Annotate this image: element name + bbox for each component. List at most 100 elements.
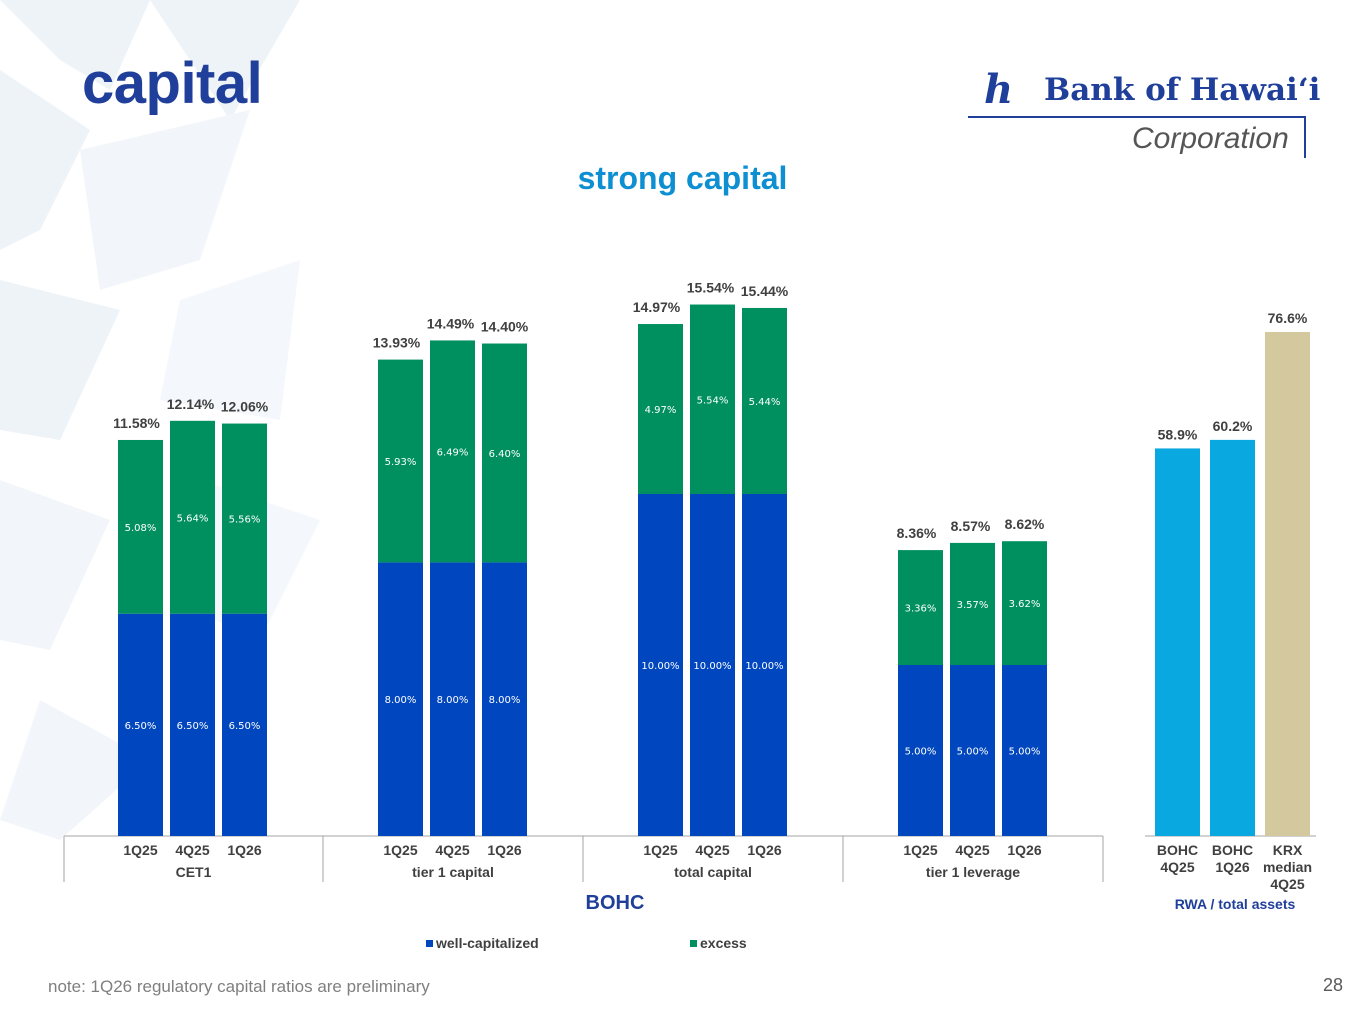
bar-well-capitalized-tier-1-leverage-1Q25 — [898, 665, 943, 836]
total-label-tier-1-capital-4Q25: 14.49% — [427, 315, 475, 331]
bar-excess-CET1-4Q25 — [170, 420, 215, 614]
tick-label-tier-1-leverage-4Q25: 4Q25 — [955, 842, 989, 858]
bar-excess-tier-1-capital-1Q26 — [482, 343, 527, 563]
rwa-value-label-BOHC-4Q25: 58.9% — [1158, 426, 1198, 442]
bar-excess-total-capital-1Q25 — [638, 324, 683, 494]
bar-well-capitalized-total-capital-4Q25 — [690, 494, 735, 836]
total-label-total-capital-4Q25: 15.54% — [687, 280, 735, 296]
tick-label-CET1-1Q25: 1Q25 — [123, 842, 157, 858]
bar-excess-CET1-1Q26 — [222, 423, 267, 614]
bar-excess-tier-1-leverage-1Q26 — [1002, 541, 1047, 665]
bar-excess-CET1-1Q25 — [118, 439, 163, 614]
bar-well-capitalized-tier-1-leverage-1Q26 — [1002, 665, 1047, 836]
group-label-total-capital: total capital — [674, 864, 752, 880]
bar-well-capitalized-CET1-1Q25 — [118, 613, 163, 836]
bar-excess-tier-1-leverage-1Q25 — [898, 550, 943, 665]
total-label-CET1-4Q25: 12.14% — [167, 396, 215, 412]
total-label-total-capital-1Q26: 15.44% — [741, 283, 789, 299]
total-label-tier-1-leverage-1Q26: 8.62% — [1005, 516, 1045, 532]
legend-label-well-capitalized: well-capitalized — [436, 935, 539, 951]
logo-mark-icon: h — [984, 66, 1014, 113]
data-label-excess-total-capital-1Q26: 5.44% — [749, 397, 781, 408]
data-label-excess-tier-1-leverage-4Q25: 3.57% — [957, 600, 989, 611]
data-label-excess-CET1-4Q25: 5.64% — [177, 513, 209, 524]
legend-excess: excess — [690, 935, 747, 951]
bar-well-capitalized-CET1-4Q25 — [170, 613, 215, 836]
tick-label-tier-1-capital-4Q25: 4Q25 — [435, 842, 469, 858]
tick-label-tier-1-leverage-1Q26: 1Q26 — [1007, 842, 1041, 858]
group-label-CET1: CET1 — [176, 864, 212, 880]
tick-label-CET1-4Q25: 4Q25 — [175, 842, 209, 858]
data-label-excess-tier-1-capital-4Q25: 6.49% — [437, 447, 469, 458]
bar-excess-tier-1-capital-1Q25 — [378, 359, 423, 563]
tick-label-CET1-1Q26: 1Q26 — [227, 842, 261, 858]
rwa-value-label-BOHC-1Q26: 60.2% — [1213, 418, 1253, 434]
legend-swatch-excess — [690, 939, 697, 947]
bar-excess-tier-1-capital-4Q25 — [430, 340, 475, 563]
data-label-excess-tier-1-leverage-1Q25: 3.36% — [905, 604, 937, 615]
bar-well-capitalized-tier-1-capital-1Q25 — [378, 562, 423, 836]
tick-label-tier-1-leverage-1Q25: 1Q25 — [903, 842, 937, 858]
data-label-well-capitalized-total-capital-1Q26: 10.00% — [745, 661, 783, 672]
rwa-tick-label-BOHC-4Q25-0: BOHC — [1157, 842, 1198, 858]
rwa-tick-label-KRX-median-4Q25-0: KRX — [1273, 842, 1303, 858]
data-label-well-capitalized-tier-1-leverage-4Q25: 5.00% — [957, 747, 989, 758]
chart-subtitle: strong capital — [577, 160, 788, 196]
total-label-tier-1-capital-1Q26: 14.40% — [481, 319, 529, 335]
rwa-bar-KRX-median-4Q25 — [1265, 331, 1310, 836]
rwa-tick-label-BOHC-1Q26-1: 1Q26 — [1215, 859, 1249, 875]
data-label-well-capitalized-tier-1-capital-1Q25: 8.00% — [385, 695, 417, 706]
tick-label-total-capital-1Q25: 1Q25 — [643, 842, 677, 858]
logo-divider — [968, 116, 1304, 118]
rwa-value-label-KRX-median-4Q25: 76.6% — [1268, 310, 1308, 326]
footnote: note: 1Q26 regulatory capital ratios are… — [48, 977, 430, 996]
data-label-excess-CET1-1Q26: 5.56% — [229, 515, 261, 526]
bar-well-capitalized-total-capital-1Q26 — [742, 494, 787, 836]
data-label-well-capitalized-CET1-4Q25: 6.50% — [177, 721, 209, 732]
page-number: 28 — [1322, 975, 1343, 995]
total-label-tier-1-leverage-1Q25: 8.36% — [897, 525, 937, 541]
total-label-total-capital-1Q25: 14.97% — [633, 299, 681, 315]
group-label-tier-1-capital: tier 1 capital — [412, 864, 494, 880]
rwa-bar-BOHC-1Q26 — [1210, 439, 1255, 836]
group-label-tier-1-leverage: tier 1 leverage — [926, 864, 1020, 880]
bar-well-capitalized-CET1-1Q26 — [222, 613, 267, 836]
total-label-CET1-1Q25: 11.58% — [113, 415, 160, 431]
bar-excess-total-capital-4Q25 — [690, 304, 735, 494]
data-label-well-capitalized-tier-1-capital-1Q26: 8.00% — [489, 695, 521, 706]
legend-well-capitalized: well-capitalized — [426, 935, 539, 951]
bar-excess-tier-1-leverage-4Q25 — [950, 542, 995, 665]
tick-label-total-capital-4Q25: 4Q25 — [695, 842, 729, 858]
rwa-bar-BOHC-4Q25 — [1155, 448, 1200, 836]
data-label-well-capitalized-CET1-1Q25: 6.50% — [125, 721, 157, 732]
data-label-well-capitalized-tier-1-capital-4Q25: 8.00% — [437, 695, 469, 706]
total-label-tier-1-capital-1Q25: 13.93% — [373, 335, 421, 351]
rwa-tick-label-KRX-median-4Q25-2: 4Q25 — [1270, 876, 1304, 892]
bar-excess-total-capital-1Q26 — [742, 307, 787, 494]
total-label-CET1-1Q26: 12.06% — [221, 399, 269, 415]
bank-of-hawaii-logo: h Bank of Hawaiʻi Corporation — [968, 64, 1320, 159]
bar-well-capitalized-total-capital-1Q25 — [638, 494, 683, 836]
logo-name: Bank of Hawaiʻi — [1044, 72, 1321, 108]
data-label-excess-CET1-1Q25: 5.08% — [125, 523, 157, 534]
logo-corporation: Corporation — [1132, 122, 1289, 155]
data-label-well-capitalized-total-capital-1Q25: 10.00% — [641, 661, 679, 672]
data-label-excess-total-capital-1Q25: 4.97% — [645, 405, 677, 416]
tick-label-tier-1-capital-1Q25: 1Q25 — [383, 842, 417, 858]
bar-well-capitalized-tier-1-capital-1Q26 — [482, 562, 527, 836]
data-label-excess-tier-1-leverage-1Q26: 3.62% — [1009, 599, 1041, 610]
rwa-chart-label: RWA / total assets — [1174, 896, 1296, 912]
tick-label-tier-1-capital-1Q26: 1Q26 — [487, 842, 521, 858]
data-label-well-capitalized-CET1-1Q26: 6.50% — [229, 721, 261, 732]
rwa-tick-label-BOHC-1Q26-0: BOHC — [1212, 842, 1253, 858]
rwa-tick-label-BOHC-4Q25-1: 4Q25 — [1160, 859, 1194, 875]
data-label-well-capitalized-total-capital-4Q25: 10.00% — [693, 661, 731, 672]
data-label-excess-tier-1-capital-1Q26: 6.40% — [489, 449, 521, 460]
legend-label-excess: excess — [700, 935, 747, 951]
page-title: capital — [82, 51, 263, 116]
bar-well-capitalized-tier-1-leverage-4Q25 — [950, 665, 995, 836]
data-label-well-capitalized-tier-1-leverage-1Q25: 5.00% — [905, 747, 937, 758]
logo-vertical-divider — [1304, 116, 1306, 158]
rwa-tick-label-KRX-median-4Q25-1: median — [1263, 859, 1312, 875]
